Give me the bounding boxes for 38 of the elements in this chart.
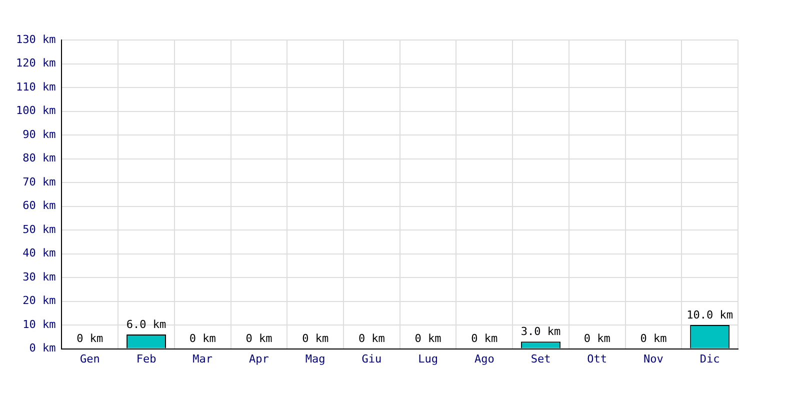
y-tick-label: 30 km [22,270,56,284]
y-tick-label: 60 km [22,199,56,212]
y-tick-label: 70 km [22,175,56,188]
data-label: 0 km [76,332,104,346]
x-tick-label: Gen [80,352,100,366]
data-label: 0 km [414,332,442,346]
y-tick-label: 110 km [16,80,56,94]
x-tick-label: Feb [136,352,156,366]
data-label: 0 km [302,332,329,346]
data-label: 6.0 km [126,318,167,331]
x-tick-label: Ago [474,352,494,366]
y-tick-label: 120 km [16,56,56,70]
y-tick-label: 10 km [22,318,56,331]
y-tick-label: 90 km [22,128,56,141]
y-tick-label: 50 km [22,222,56,236]
y-tick-label: 40 km [22,246,56,260]
x-tick-label: Apr [249,352,270,366]
data-label: 0 km [584,332,611,346]
data-label: 0 km [471,332,498,346]
x-tick-label: Dic [700,352,720,366]
x-tick-label: Mar [192,352,213,366]
data-label: 3.0 km [520,325,561,338]
x-tick-label: Mag [305,352,326,366]
y-tick-label: 80 km [22,152,56,165]
data-label: 0 km [358,332,386,346]
x-tick-label: Set [530,352,551,366]
data-label: 0 km [640,332,668,346]
x-tick-label: Giu [362,352,382,366]
x-tick-label: Lug [418,352,438,366]
y-tick-label: 0 km [29,342,56,355]
y-tick-label: 100 km [16,104,56,118]
y-tick-label: 20 km [22,294,56,308]
x-tick-label: Ott [587,352,608,366]
x-tick-label: Nov [644,352,664,366]
data-label: 0 km [189,332,216,346]
y-tick-label: 130 km [16,32,56,46]
data-label: 10.0 km [686,308,734,322]
data-label: 0 km [246,332,273,346]
